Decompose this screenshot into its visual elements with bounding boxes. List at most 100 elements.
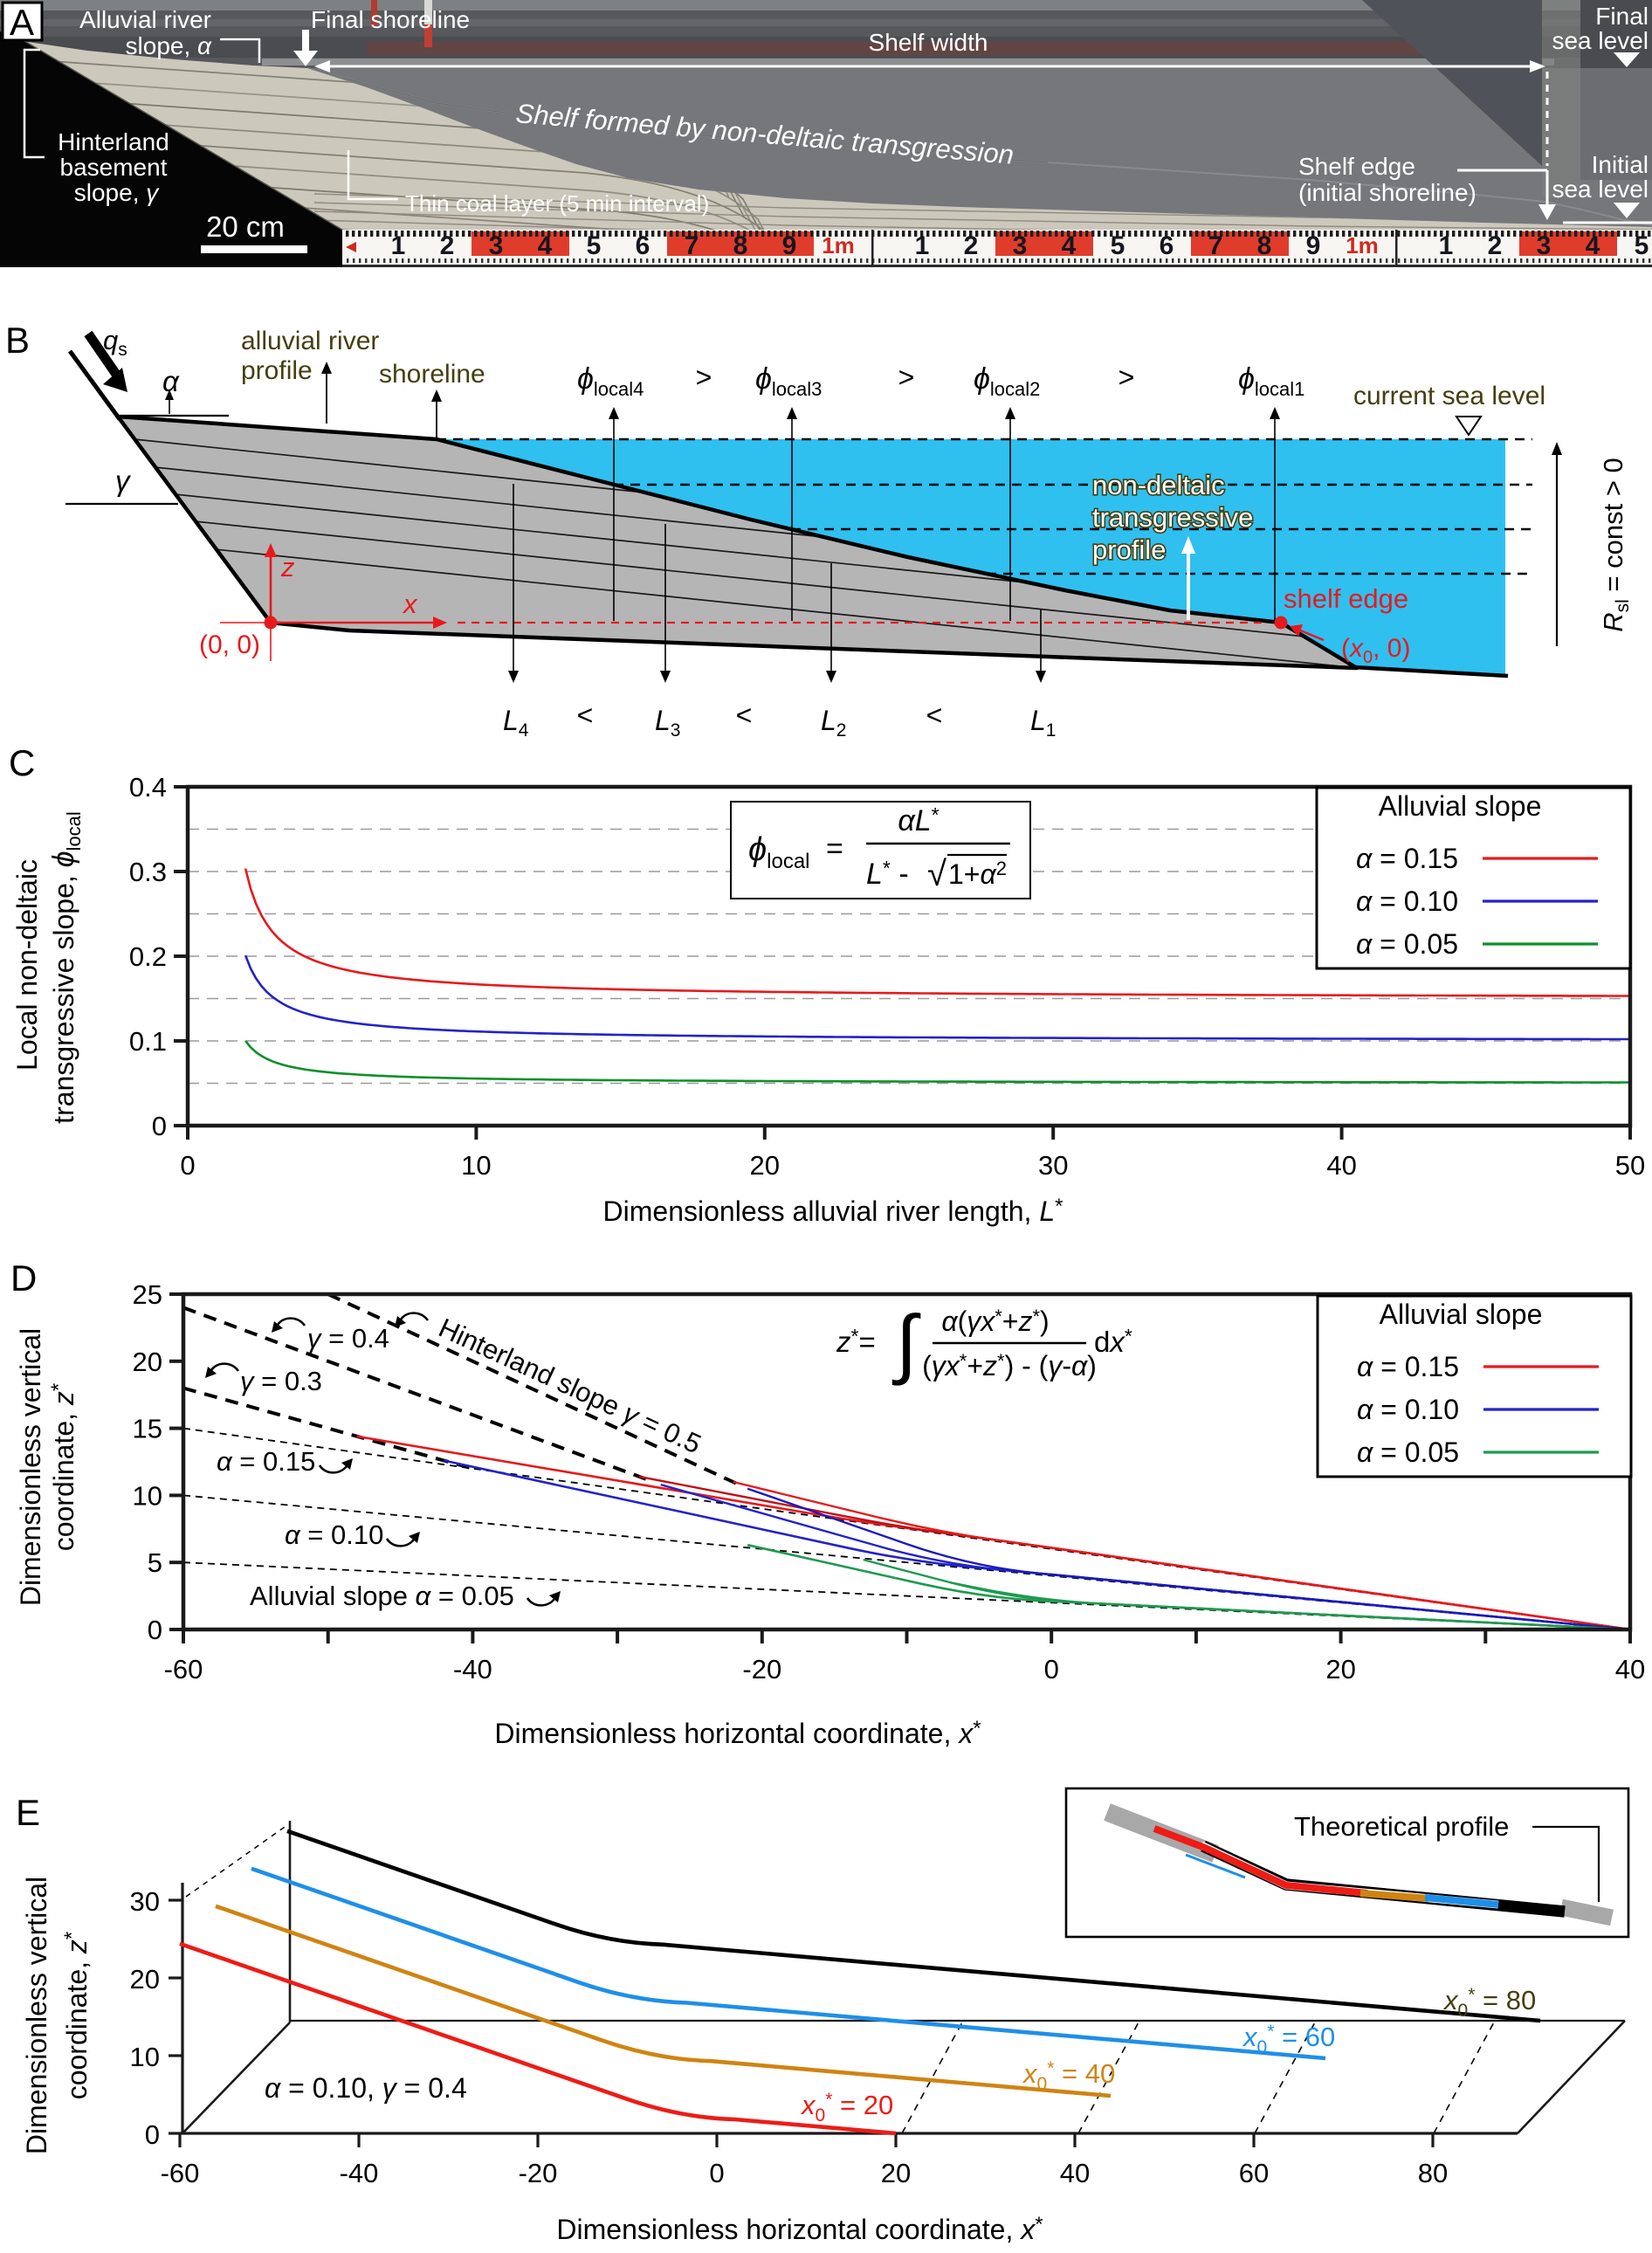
svg-text:<: < (926, 699, 943, 731)
svg-text:9: 9 (1306, 231, 1321, 260)
svg-text:α = 0.10: α = 0.10 (285, 1519, 383, 1550)
svg-text:3: 3 (1013, 231, 1028, 260)
svg-text:γ = 0.3: γ = 0.3 (240, 1366, 322, 1396)
svg-text:Initial: Initial (1592, 151, 1649, 178)
svg-text:sea level: sea level (1552, 176, 1649, 203)
svg-text:80: 80 (1418, 2158, 1448, 2188)
svg-text:x0* = 60: x0* = 60 (1242, 2022, 1335, 2057)
svg-text:α = 0.10, γ = 0.4: α = 0.10, γ = 0.4 (265, 2072, 467, 2104)
svg-text:-60: -60 (161, 2158, 200, 2188)
svg-text:1m: 1m (822, 232, 855, 258)
svg-text:20: 20 (130, 1964, 160, 1995)
svg-text:50: 50 (1615, 1150, 1645, 1181)
svg-text:20: 20 (750, 1150, 780, 1181)
svg-text:=: = (826, 832, 843, 865)
svg-text:4: 4 (538, 231, 553, 260)
svg-text:Local non-deltaic: Local non-deltaic (11, 859, 43, 1071)
svg-text:αL*: αL* (898, 803, 939, 837)
svg-text:α = 0.05: α = 0.05 (1357, 1437, 1459, 1468)
svg-text:0: 0 (180, 1150, 195, 1181)
svg-text:Alluvial river: Alluvial river (79, 6, 211, 33)
svg-text:3: 3 (489, 231, 504, 260)
svg-text:>: > (898, 362, 915, 393)
svg-text:current sea level: current sea level (1353, 382, 1545, 410)
svg-text:<: < (577, 699, 594, 731)
svg-text:Hinterland: Hinterland (58, 128, 169, 155)
svg-text:7: 7 (685, 231, 699, 260)
svg-text:4: 4 (1062, 231, 1077, 260)
svg-text:x0* = 80: x0* = 80 (1442, 1985, 1536, 2021)
svg-text:shelf edge: shelf edge (1284, 583, 1408, 614)
svg-text:√: √ (927, 855, 946, 893)
svg-text:-20: -20 (519, 2158, 558, 2188)
svg-text:Shelf width: Shelf width (869, 29, 988, 56)
svg-text:α = 0.10: α = 0.10 (1357, 1394, 1459, 1425)
svg-text:x0* = 40: x0* = 40 (1022, 2058, 1115, 2094)
svg-text:6: 6 (1160, 231, 1174, 260)
svg-text:>: > (1119, 362, 1135, 393)
svg-text:A: A (10, 2, 34, 43)
svg-text:Theoretical profile: Theoretical profile (1294, 1811, 1509, 1842)
svg-text:8: 8 (1257, 231, 1272, 260)
svg-text:Dimensionless horizontal coord: Dimensionless horizontal coordinate, x* (494, 1717, 981, 1749)
svg-text:Alluvial slope: Alluvial slope (1380, 1299, 1543, 1330)
svg-text:(0, 0): (0, 0) (199, 630, 260, 659)
svg-text:Final shoreline: Final shoreline (311, 6, 470, 33)
svg-text:Dimensionless alluvial river l: Dimensionless alluvial river length, L* (603, 1195, 1063, 1227)
svg-text:basement: basement (60, 154, 168, 181)
svg-text:α = 0.15: α = 0.15 (217, 1446, 315, 1477)
svg-text:C: C (9, 742, 35, 783)
svg-text:E: E (16, 1792, 40, 1833)
svg-text:profile: profile (1092, 534, 1166, 565)
svg-text:x: x (402, 589, 418, 619)
svg-text:(γx*+z*) - (γ-α): (γx*+z*) - (γ-α) (922, 1350, 1097, 1381)
svg-text:α = 0.10: α = 0.10 (1356, 885, 1458, 917)
svg-text:L* -: L* - (866, 857, 909, 891)
svg-text:-60: -60 (164, 1654, 203, 1685)
svg-text:20: 20 (1325, 1654, 1355, 1685)
svg-text:7: 7 (1208, 231, 1223, 260)
svg-text:profile: profile (241, 356, 313, 385)
svg-text:0.4: 0.4 (129, 772, 167, 803)
svg-text:4: 4 (1586, 231, 1600, 260)
svg-text:Alluvial slope: Alluvial slope (1379, 790, 1542, 822)
svg-text:z*=: z*= (836, 1325, 876, 1358)
svg-text:20: 20 (881, 2158, 911, 2188)
svg-text:B: B (5, 320, 30, 361)
svg-text:40: 40 (1060, 2158, 1090, 2188)
svg-text:D: D (10, 1257, 37, 1299)
svg-text:α = 0.05: α = 0.05 (1356, 928, 1458, 960)
svg-text:sea level: sea level (1552, 27, 1649, 54)
svg-text:Final: Final (1595, 3, 1649, 30)
svg-text:10: 10 (130, 2042, 160, 2072)
svg-text:1+α2: 1+α2 (948, 858, 1007, 890)
svg-text:α = 0.15: α = 0.15 (1356, 843, 1458, 874)
svg-text:(initial shoreline): (initial shoreline) (1298, 179, 1476, 206)
svg-text:transgressive slope, ϕlocal: transgressive slope, ϕlocal (47, 811, 85, 1124)
svg-text:Dimensionless vertical: Dimensionless vertical (15, 1328, 46, 1606)
svg-text:-40: -40 (453, 1654, 492, 1685)
svg-text:α: α (162, 365, 180, 397)
svg-text:L2: L2 (821, 705, 846, 741)
svg-text:5: 5 (148, 1547, 162, 1578)
svg-text:γ: γ (115, 465, 132, 497)
svg-text:z: z (280, 552, 295, 582)
svg-text:non-deltaic: non-deltaic (1092, 470, 1225, 500)
svg-text:Dimensionless vertical: Dimensionless vertical (21, 1877, 52, 2154)
svg-text:6: 6 (636, 231, 650, 260)
svg-text:30: 30 (1038, 1150, 1068, 1181)
svg-text:α(γx*+z*): α(γx*+z*) (941, 1306, 1049, 1337)
svg-text:Thin coal layer (5 min interva: Thin coal layer (5 min interval) (405, 190, 709, 217)
svg-text:α = 0.15: α = 0.15 (1357, 1351, 1459, 1382)
svg-text:0: 0 (1044, 1654, 1059, 1685)
svg-text:2: 2 (440, 231, 455, 260)
svg-text:ϕlocal: ϕlocal (748, 831, 810, 873)
svg-text:8: 8 (733, 231, 748, 260)
svg-text:Rsl = const > 0: Rsl = const > 0 (1598, 458, 1633, 632)
svg-text:-20: -20 (742, 1654, 781, 1685)
svg-text:>: > (696, 362, 712, 393)
svg-text:Dimensionless horizontal coord: Dimensionless horizontal coordinate, x* (556, 2213, 1043, 2245)
svg-text:∫: ∫ (891, 1299, 921, 1386)
svg-text:9: 9 (782, 231, 797, 260)
svg-text:shoreline: shoreline (379, 360, 485, 389)
